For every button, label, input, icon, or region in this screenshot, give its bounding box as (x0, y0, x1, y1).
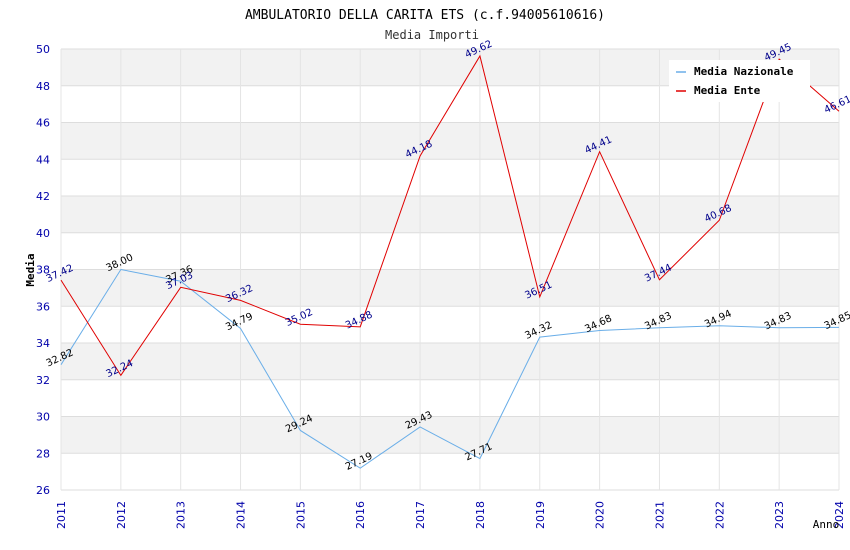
y-tick-label: 40 (36, 227, 50, 240)
y-tick-label: 38 (36, 264, 50, 277)
grid-band (61, 232, 839, 270)
grid-band (61, 379, 839, 417)
x-tick-label: 2013 (175, 501, 188, 529)
x-tick-label: 2016 (354, 501, 367, 529)
y-tick-label: 36 (36, 300, 50, 313)
x-tick-label: 2014 (235, 501, 248, 529)
grid-band (61, 159, 839, 196)
grid-band (61, 306, 839, 343)
x-tick-label: 2017 (414, 501, 427, 529)
legend: Media Nazionale Media Ente (669, 60, 810, 102)
grid-band (61, 343, 839, 380)
grid-band (61, 269, 839, 307)
y-tick-label: 28 (36, 447, 50, 460)
y-axis-label: Media (24, 253, 37, 286)
legend-label-media-ente: Media Ente (694, 84, 761, 97)
x-tick-label: 2021 (653, 501, 666, 529)
series-line-media-ente (60, 54, 840, 377)
grid-bands (61, 49, 839, 490)
x-tick-label: 2024 (833, 501, 846, 529)
y-tick-label: 50 (36, 43, 50, 56)
x-tick-label: 2023 (773, 501, 786, 529)
chart-title: AMBULATORIO DELLA CARITA ETS (c.f.940056… (245, 8, 605, 23)
y-axis-ticks: 26 28 30 32 34 36 38 40 42 44 46 48 50 (36, 43, 50, 497)
y-tick-label: 44 (36, 153, 50, 166)
x-tick-label: 2019 (534, 501, 547, 529)
x-axis-label: Anno (813, 518, 840, 531)
legend-box (669, 60, 810, 102)
y-tick-label: 46 (36, 117, 50, 130)
x-tick-label: 2022 (713, 501, 726, 529)
x-axis-ticks: 2011 2012 2013 2014 2015 2016 2017 2018 2019 2020… (55, 501, 846, 529)
x-tick-label: 2020 (594, 501, 607, 529)
grid-band (61, 196, 839, 233)
grid-band (61, 416, 839, 454)
y-tick-label: 42 (36, 190, 50, 203)
grid-band (61, 122, 839, 160)
x-tick-label: 2015 (294, 501, 307, 529)
y-tick-label: 48 (36, 80, 50, 93)
y-tick-label: 34 (36, 337, 50, 350)
chart-subtitle: Media Importi (385, 28, 479, 42)
x-tick-label: 2012 (115, 501, 128, 529)
grid-band (61, 453, 839, 490)
y-tick-label: 30 (36, 411, 50, 424)
legend-label-media-nazionale: Media Nazionale (694, 65, 794, 78)
x-tick-label: 2018 (474, 501, 487, 529)
y-tick-label: 26 (36, 484, 50, 497)
x-tick-label: 2011 (55, 501, 68, 529)
y-tick-label: 32 (36, 374, 50, 387)
